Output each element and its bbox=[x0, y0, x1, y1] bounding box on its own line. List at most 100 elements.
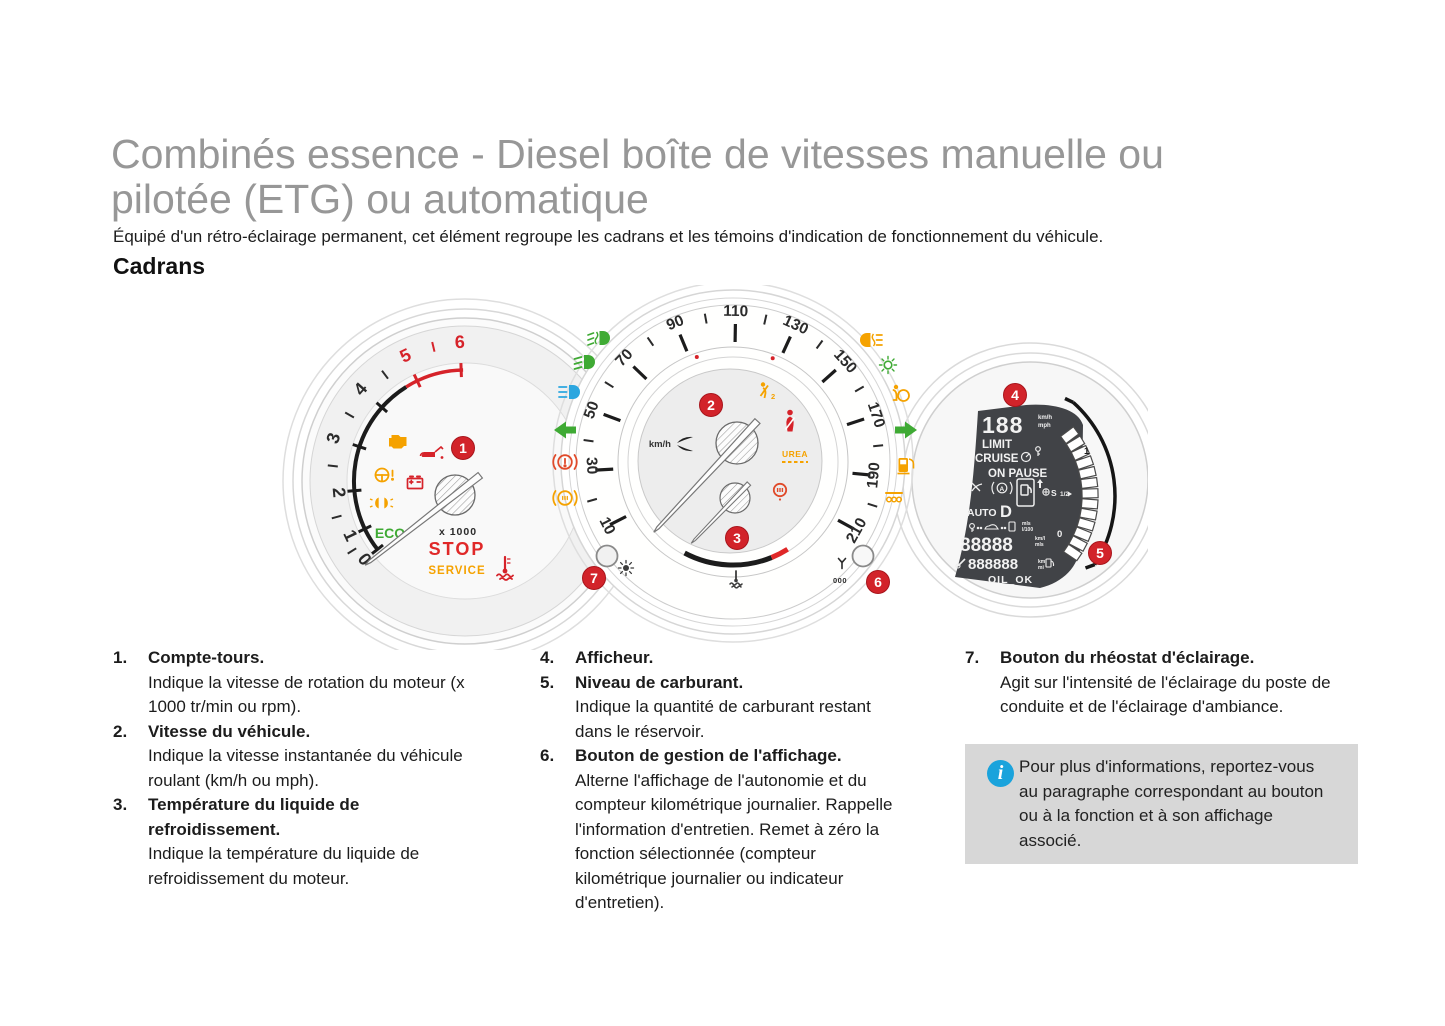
fuel-full-label: 1 bbox=[1084, 446, 1090, 457]
speedometer-half-marks bbox=[583, 313, 884, 508]
svg-text:88888: 88888 bbox=[960, 535, 1013, 556]
tachometer-needle bbox=[364, 471, 484, 566]
svg-text:CRUISE: CRUISE bbox=[975, 453, 1019, 465]
engine-warning-icon bbox=[389, 435, 407, 449]
svg-text:km/h: km/h bbox=[1038, 415, 1052, 421]
stop-start-icon bbox=[991, 481, 1013, 495]
page-title-line1: Combinés essence - Diesel boîte de vites… bbox=[111, 131, 1164, 177]
stop-label: STOP bbox=[429, 539, 486, 559]
info-icon: i bbox=[987, 760, 1014, 787]
page-title-line2: pilotée (ETG) ou automatique bbox=[111, 176, 649, 222]
tachometer-dial: 0 1 2 3 4 5 6 bbox=[282, 298, 648, 650]
battery-warning-icon bbox=[406, 475, 424, 490]
svg-text:10: 10 bbox=[596, 514, 619, 537]
callout-3: 3 bbox=[725, 526, 749, 550]
rear-fog-icon bbox=[860, 333, 883, 347]
sidelights-icon bbox=[369, 497, 394, 509]
low-fuel-warning-icon bbox=[897, 458, 915, 475]
lcd-panel bbox=[955, 404, 1083, 588]
svg-text:1/2: 1/2 bbox=[1060, 491, 1069, 498]
airbag-warning-icon bbox=[892, 384, 910, 402]
legend-item-6: 6. Bouton de gestion de l'affichage. Alt… bbox=[540, 746, 893, 912]
svg-text:888888: 888888 bbox=[968, 556, 1018, 573]
section-heading: Cadrans bbox=[113, 253, 206, 279]
page-subtitle: Équipé d'un rétro-éclairage permanent, c… bbox=[113, 227, 1104, 246]
cruise-icon bbox=[1020, 446, 1041, 463]
legend-column-3: 7. Bouton du rhéostat d'éclairage. Agit … bbox=[965, 646, 1340, 720]
svg-text:30: 30 bbox=[582, 457, 600, 475]
svg-text:110: 110 bbox=[723, 303, 748, 320]
rheostat-button bbox=[595, 544, 619, 568]
daytime-lights-icon bbox=[878, 355, 898, 375]
seatbelt-warning-icon bbox=[784, 409, 796, 432]
coolant-temp-gauge bbox=[683, 547, 789, 568]
service-wrench-icon bbox=[955, 558, 966, 569]
rheostat-icon bbox=[617, 559, 635, 577]
glow-plug-icon bbox=[885, 492, 903, 503]
right-turn-indicator-icon bbox=[895, 421, 917, 439]
svg-text:D: D bbox=[1000, 503, 1012, 521]
legend-item-1: 1. Compte-tours. Indique la vitesse de r… bbox=[113, 648, 465, 716]
small-arrow-icon bbox=[1068, 491, 1072, 497]
svg-text:2: 2 bbox=[707, 397, 715, 413]
legend-column-1: 1. Compte-tours. Indique la vitesse de r… bbox=[113, 646, 478, 891]
legend-item-3: 3. Température du liquide de refroidisse… bbox=[113, 795, 420, 888]
oil-pressure-icon bbox=[419, 445, 444, 459]
legend-column-2: 4. Afficheur. 5. Niveau de carburant. In… bbox=[540, 646, 905, 916]
legend-item-4: 4. Afficheur. bbox=[540, 648, 654, 667]
instrument-cluster-illustration: 0 1 2 3 4 5 6 bbox=[282, 285, 1148, 650]
svg-text:ON PAUSE: ON PAUSE bbox=[988, 468, 1048, 480]
svg-text:AUTO: AUTO bbox=[967, 507, 997, 519]
svg-text:mls: mls bbox=[1035, 542, 1044, 548]
svg-text:7: 7 bbox=[590, 570, 598, 586]
callout-1: 1 bbox=[451, 436, 475, 460]
svg-text:OIL_OK: OIL_OK bbox=[988, 574, 1033, 586]
emission-warning-icon bbox=[772, 482, 788, 501]
display-dial: 188 km/h mph LIMIT CRUISE ON PAUSE bbox=[892, 342, 1148, 618]
svg-text:2: 2 bbox=[329, 487, 350, 499]
page-title: Combinés essence - Diesel boîte de vites… bbox=[111, 132, 1164, 222]
legend-item-5: 5. Niveau de carburant. Indique la quant… bbox=[540, 672, 871, 741]
ds-logo bbox=[677, 436, 693, 452]
callout-4: 4 bbox=[1003, 383, 1027, 407]
svg-text:4: 4 bbox=[1011, 387, 1019, 403]
svg-text:S: S bbox=[1051, 488, 1057, 498]
coolant-temp-warning-icon bbox=[496, 555, 514, 581]
svg-text:1: 1 bbox=[459, 440, 467, 456]
legend-item-7: 7. Bouton du rhéostat d'éclairage. Agit … bbox=[965, 648, 1331, 716]
high-beam-icon bbox=[558, 385, 580, 399]
urea-warning: UREA bbox=[782, 449, 808, 463]
service-label: SERVICE bbox=[428, 565, 485, 577]
fuel-flap-icon bbox=[1016, 478, 1043, 507]
svg-text:l/100: l/100 bbox=[1022, 527, 1033, 533]
svg-text:UREA: UREA bbox=[782, 449, 808, 459]
speedometer-needle bbox=[653, 417, 761, 533]
svg-text:190: 190 bbox=[864, 462, 883, 489]
speedometer-dial: 10 30 50 70 90 110 130 150 170 190 210 k… bbox=[552, 285, 917, 643]
fuel-type-icon bbox=[1042, 488, 1050, 496]
callout-6: 6 bbox=[866, 570, 890, 594]
svg-text:5: 5 bbox=[1096, 545, 1104, 561]
callout-7: 7 bbox=[582, 566, 606, 590]
svg-text:50: 50 bbox=[581, 399, 603, 421]
svg-text:188: 188 bbox=[982, 412, 1023, 438]
left-turn-indicator-icon bbox=[554, 421, 576, 439]
coolant-needle bbox=[690, 481, 752, 544]
lcd-picto-row bbox=[969, 521, 1016, 532]
trip-reset-icon bbox=[837, 557, 847, 570]
svg-text:LIMIT: LIMIT bbox=[982, 439, 1012, 451]
svg-text:A: A bbox=[1000, 486, 1005, 493]
front-fog-icon bbox=[587, 331, 610, 346]
tachometer-ticks bbox=[347, 363, 463, 555]
steering-warning-icon bbox=[374, 467, 394, 483]
trip-counter-label: 000 bbox=[833, 576, 847, 585]
abs-warning-icon bbox=[552, 490, 578, 506]
svg-text:6: 6 bbox=[454, 332, 465, 352]
svg-text:3: 3 bbox=[733, 530, 741, 546]
svg-text:mph: mph bbox=[1038, 423, 1051, 429]
coolant-gauge-icon bbox=[729, 570, 743, 589]
lcd-content: 188 km/h mph LIMIT CRUISE ON PAUSE bbox=[955, 412, 1072, 586]
svg-text:km: km bbox=[1038, 559, 1046, 565]
svg-text:mls: mls bbox=[1022, 521, 1031, 527]
